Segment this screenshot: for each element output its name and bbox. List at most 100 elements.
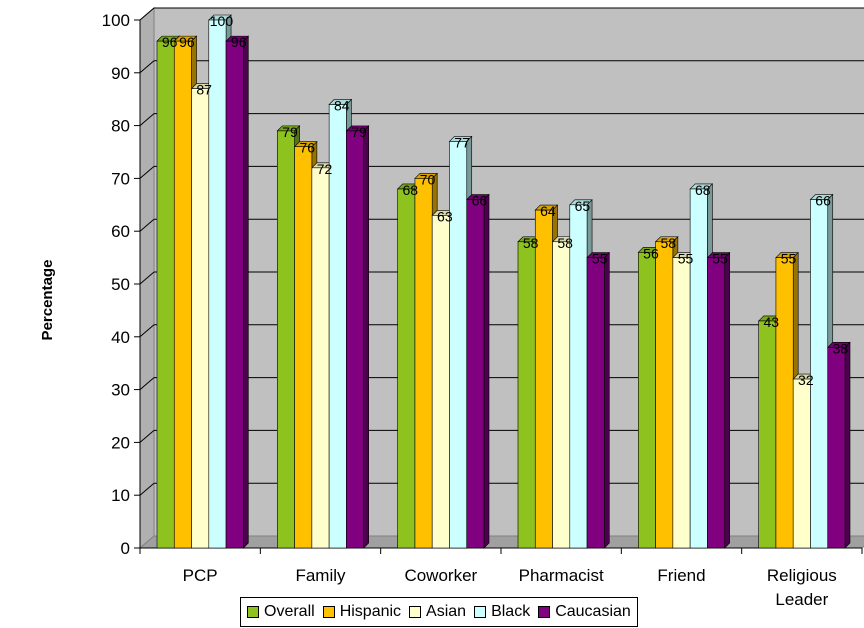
data-label: 55 [712,251,728,267]
gridline-depth [139,113,155,126]
bar [655,241,674,549]
bar-side [363,125,369,549]
legend: Overall Hispanic Asian Black Caucasian [240,597,638,627]
category-label: PCP [183,566,218,585]
bar [449,141,468,549]
legend-swatch [322,606,335,618]
bar [225,40,244,549]
category-labels: PCP Family Coworker Pharmacist Friend Religio… [183,566,837,609]
bar [552,241,571,549]
data-labels: 96 96871009679767284796870637766586458655… [162,13,849,388]
category-label: Family [295,566,346,585]
legend-item: Overall [247,603,315,621]
data-label: 55 [678,251,694,267]
data-label: 43 [764,314,780,330]
bar [775,257,794,549]
y-tick-label: 50 [111,275,130,294]
bar [792,378,811,549]
gridline-depth [139,430,155,443]
bar [156,40,175,549]
bar [672,257,691,549]
data-label: 84 [334,97,350,113]
legend-swatch [474,606,487,618]
data-label: 70 [420,171,436,187]
data-label: 76 [299,140,315,156]
category-label: Pharmacist [519,566,604,585]
legend-swatch [538,606,551,618]
legend-item: Hispanic [322,603,402,621]
bar [431,215,450,549]
y-tick-labels: 0 10 20 30 40 50 60 70 80 90 100 [102,11,130,558]
bar [638,252,656,549]
bar [346,130,364,549]
axes [134,19,863,554]
bar [294,146,313,549]
legend-label: Hispanic [339,603,402,620]
bar [277,130,295,549]
data-label: 79 [351,124,367,140]
data-label: 58 [523,235,539,251]
bar [173,40,192,549]
gridline-depth [139,218,155,232]
gridline-depth [139,324,155,338]
bar [414,178,433,549]
bar [191,88,210,549]
data-label: 65 [575,198,591,214]
bar [569,204,588,549]
y-tick-label: 40 [111,328,130,347]
y-axis-label: Percentage [39,260,56,341]
legend-item: Caucasian [538,603,631,621]
bar [586,257,605,549]
bar-side [604,251,610,549]
data-label: 79 [282,124,298,140]
bar [397,188,416,549]
data-label: 32 [798,372,814,388]
bar [466,199,485,549]
legend-swatch [409,606,422,618]
data-label: 63 [437,208,453,224]
legend-swatch [247,606,259,618]
bar [534,209,553,549]
gridline-depth [139,377,155,390]
bar [689,188,708,549]
data-label: 55 [592,251,608,267]
data-label: 58 [660,235,676,251]
gridline-depth [139,482,155,496]
data-label: 96 [179,34,195,50]
gridlines [139,7,864,496]
bar [311,167,330,549]
bar-side [483,193,490,549]
gridline-depth [139,7,155,21]
data-label: 77 [454,134,470,150]
y-tick-label: 30 [111,381,130,400]
category-label: Friend [657,566,705,585]
data-label: 96 [231,34,247,50]
y-tick-label: 90 [111,64,130,83]
y-tick-label: 10 [111,486,130,505]
legend-label: Caucasian [555,603,631,620]
data-label: 72 [317,161,333,177]
bar-side [724,251,730,549]
gridline-depth [139,271,155,285]
legend-label: Asian [426,603,467,620]
y-tick-label: 70 [111,169,130,188]
legend-item: Black [474,603,530,621]
legend-label: Overall [264,603,315,620]
y-tick-label: 20 [111,433,130,452]
bar-side [844,341,851,549]
y-tick-label: 100 [102,11,130,30]
data-label: 66 [472,193,488,209]
bar-side [243,35,249,549]
y-tick-label: 60 [111,222,130,241]
data-label: 56 [643,245,659,261]
data-label: 100 [210,13,234,29]
gridline-depth [139,60,155,74]
y-tick-label: 0 [121,539,130,558]
bar [208,19,227,549]
bar [517,241,536,549]
data-label: 96 [162,34,178,50]
bar [827,347,846,549]
data-label: 68 [403,182,419,198]
data-label: 68 [695,182,711,198]
